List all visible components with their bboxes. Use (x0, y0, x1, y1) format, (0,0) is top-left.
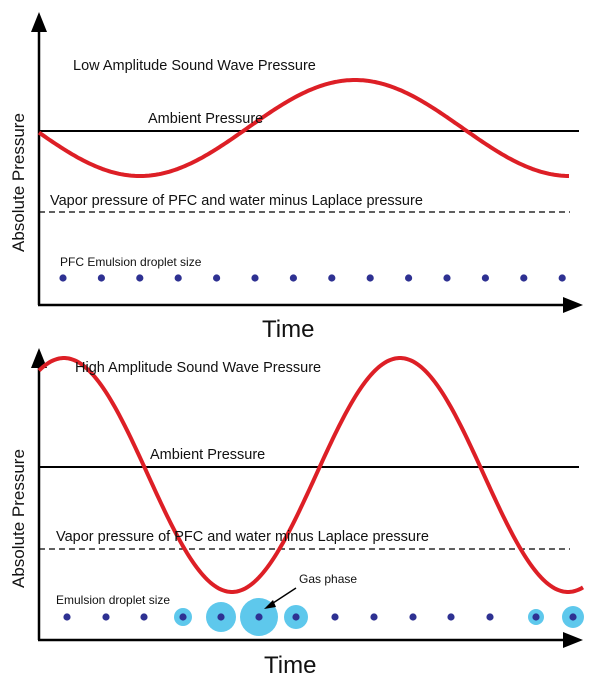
top-y-axis-label: Absolute Pressure (9, 113, 28, 252)
droplet-core (443, 274, 451, 282)
droplet-core (179, 613, 187, 621)
droplet-core (331, 613, 339, 621)
gas-phase-arrowhead (264, 600, 276, 609)
droplet-core (447, 613, 455, 621)
top-vapor-label: Vapor pressure of PFC and water minus La… (50, 193, 423, 209)
top-sound-wave (37, 78, 569, 178)
droplet (370, 613, 378, 621)
droplet-core (63, 613, 71, 621)
droplet (443, 274, 451, 282)
droplet (528, 609, 544, 625)
top-droplet-label: PFC Emulsion droplet size (60, 255, 202, 269)
droplet-core (140, 613, 148, 621)
bottom-panel: High Amplitude Sound Wave Pressure Ambie… (9, 348, 585, 679)
droplet (174, 274, 182, 282)
droplet-core (289, 274, 297, 282)
gas-phase-label: Gas phase (299, 572, 357, 586)
droplet (562, 606, 584, 628)
droplet-core (366, 274, 374, 282)
droplet (405, 274, 413, 282)
bottom-x-axis-arrow (563, 632, 583, 648)
droplet-core (486, 613, 494, 621)
bottom-droplets (63, 598, 584, 636)
bottom-droplet-label: Emulsion droplet size (56, 593, 170, 607)
droplet (486, 613, 494, 621)
droplet-core (370, 613, 378, 621)
droplet-core (520, 274, 528, 282)
droplet-core (97, 274, 105, 282)
droplet-core (405, 274, 413, 282)
top-panel: Low Amplitude Sound Wave Pressure Ambien… (9, 12, 583, 343)
droplet-core (569, 613, 577, 621)
droplet (140, 613, 148, 621)
droplet-core (255, 613, 263, 621)
droplet-core (328, 274, 336, 282)
top-ambient-label: Ambient Pressure (148, 111, 263, 127)
top-droplets (59, 274, 566, 282)
droplet (213, 274, 221, 282)
droplet (174, 608, 192, 626)
droplet (97, 274, 105, 282)
droplet-core (251, 274, 259, 282)
top-x-axis-arrow (563, 297, 583, 313)
droplet-core (292, 613, 300, 621)
droplet (289, 274, 297, 282)
droplet-core (558, 274, 566, 282)
droplet (251, 274, 259, 282)
droplet (481, 274, 489, 282)
top-panel-title: Low Amplitude Sound Wave Pressure (73, 58, 316, 74)
droplet (136, 274, 144, 282)
bottom-sound-wave (37, 356, 585, 594)
droplet-core (481, 274, 489, 282)
droplet (206, 602, 236, 632)
gas-phase-arrow (269, 587, 297, 606)
bottom-y-axis-arrow (31, 348, 47, 368)
bottom-ambient-label: Ambient Pressure (150, 447, 265, 463)
droplet-core (532, 613, 540, 621)
droplet (63, 613, 71, 621)
droplet (331, 613, 339, 621)
droplet (520, 274, 528, 282)
droplet (409, 613, 417, 621)
droplet-core (136, 274, 144, 282)
droplet (447, 613, 455, 621)
droplet (59, 274, 67, 282)
bottom-vapor-label: Vapor pressure of PFC and water minus La… (56, 529, 429, 545)
droplet (366, 274, 374, 282)
droplet (558, 274, 566, 282)
droplet-core (102, 613, 110, 621)
top-x-axis-label: Time (262, 316, 314, 343)
bottom-panel-title: High Amplitude Sound Wave Pressure (75, 360, 321, 376)
top-y-axis-arrow (31, 12, 47, 32)
bottom-y-axis-label: Absolute Pressure (9, 449, 28, 588)
droplet (102, 613, 110, 621)
droplet-core (217, 613, 225, 621)
droplet-core (213, 274, 221, 282)
bottom-x-axis-label: Time (264, 652, 316, 679)
droplet-core (409, 613, 417, 621)
droplet (284, 605, 308, 629)
droplet-core (59, 274, 67, 282)
droplet (328, 274, 336, 282)
droplet-core (174, 274, 182, 282)
